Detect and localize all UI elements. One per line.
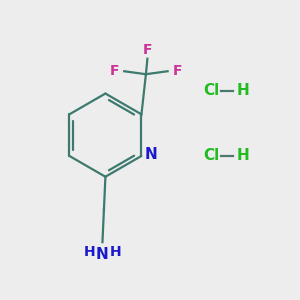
Text: H: H <box>237 83 250 98</box>
Text: H: H <box>83 245 95 259</box>
Text: H: H <box>237 148 250 164</box>
Text: F: F <box>173 64 182 78</box>
Text: Cl: Cl <box>203 148 220 164</box>
Text: N: N <box>145 147 158 162</box>
Text: F: F <box>142 43 152 57</box>
Text: F: F <box>110 64 119 78</box>
Text: Cl: Cl <box>203 83 220 98</box>
Text: H: H <box>110 245 122 259</box>
Text: N: N <box>96 248 109 262</box>
